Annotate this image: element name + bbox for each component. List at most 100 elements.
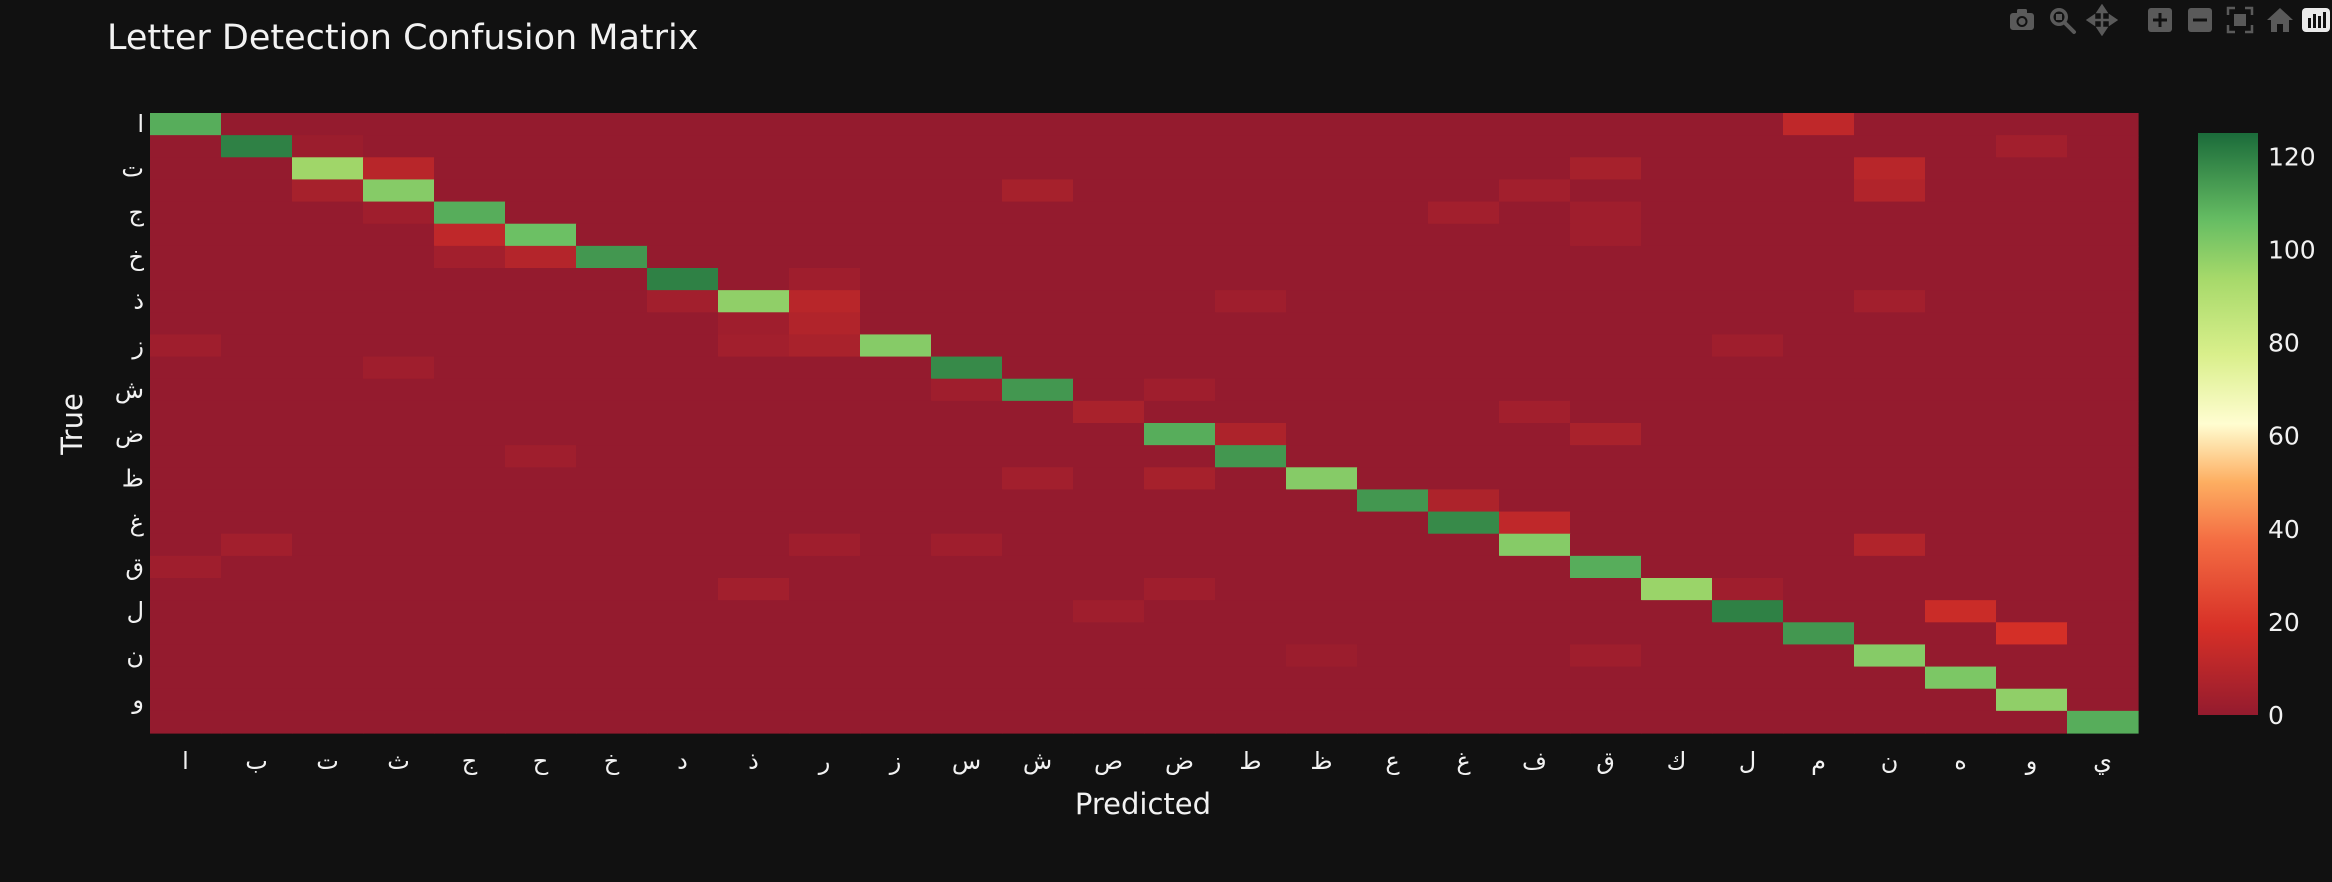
heatmap-cell[interactable] [1570, 489, 1642, 513]
heatmap-cell[interactable] [363, 467, 435, 491]
heatmap-cell[interactable] [1570, 688, 1642, 712]
heatmap-cell[interactable] [1073, 710, 1145, 734]
heatmap-cell[interactable] [1925, 511, 1997, 535]
heatmap-cell[interactable] [931, 268, 1003, 291]
heatmap-cell[interactable] [1996, 600, 2068, 623]
heatmap-cell[interactable] [860, 489, 932, 513]
heatmap-cell[interactable] [718, 555, 790, 579]
heatmap-cell[interactable] [1428, 600, 1500, 623]
heatmap-cell[interactable] [1996, 511, 2068, 535]
heatmap-cell[interactable] [1357, 312, 1429, 336]
heatmap-cell[interactable] [1144, 400, 1216, 424]
heatmap-cell[interactable] [150, 445, 222, 468]
heatmap-cell[interactable] [505, 334, 577, 358]
heatmap-cell[interactable] [1357, 688, 1429, 712]
heatmap-cell[interactable] [718, 622, 790, 646]
heatmap-cell[interactable] [1286, 356, 1358, 380]
heatmap-cell[interactable] [718, 356, 790, 380]
heatmap-cell[interactable] [647, 533, 719, 557]
heatmap-cell[interactable] [2067, 113, 2139, 136]
heatmap-cell[interactable] [860, 400, 932, 424]
heatmap-cell[interactable] [1712, 423, 1784, 446]
heatmap-cell[interactable] [1286, 179, 1358, 203]
heatmap-cell[interactable] [1215, 467, 1287, 491]
heatmap-cell[interactable] [1570, 644, 1642, 668]
heatmap-cell[interactable] [789, 179, 861, 203]
heatmap-cell[interactable] [1996, 268, 2068, 291]
heatmap-cell[interactable] [1428, 312, 1500, 336]
heatmap-cell[interactable] [576, 179, 648, 203]
heatmap-cell[interactable] [860, 622, 932, 646]
heatmap-cell[interactable] [931, 245, 1003, 269]
heatmap-cell[interactable] [1002, 312, 1074, 336]
heatmap-cell[interactable] [1712, 157, 1784, 181]
heatmap-cell[interactable] [2067, 356, 2139, 380]
heatmap-cell[interactable] [1925, 533, 1997, 557]
heatmap-cell[interactable] [718, 157, 790, 181]
heatmap-cell[interactable] [718, 290, 790, 313]
heatmap-cell[interactable] [931, 467, 1003, 491]
heatmap-cell[interactable] [1570, 600, 1642, 623]
heatmap-cell[interactable] [505, 666, 577, 690]
heatmap-cell[interactable] [789, 223, 861, 247]
heatmap-cell[interactable] [505, 533, 577, 557]
heatmap-cell[interactable] [576, 622, 648, 646]
heatmap-cell[interactable] [1925, 489, 1997, 513]
heatmap-cell[interactable] [1570, 223, 1642, 247]
heatmap-cell[interactable] [1570, 157, 1642, 181]
heatmap-cell[interactable] [718, 378, 790, 402]
heatmap-cell[interactable] [150, 710, 222, 734]
heatmap-cell[interactable] [647, 710, 719, 734]
heatmap-cell[interactable] [1357, 223, 1429, 247]
heatmap-cell[interactable] [1996, 644, 2068, 668]
heatmap-cell[interactable] [1073, 511, 1145, 535]
heatmap-cell[interactable] [1783, 555, 1855, 579]
heatmap-cell[interactable] [647, 356, 719, 380]
heatmap-cell[interactable] [505, 578, 577, 601]
heatmap-cell[interactable] [1783, 666, 1855, 690]
heatmap-cell[interactable] [789, 489, 861, 513]
heatmap-cell[interactable] [363, 489, 435, 513]
heatmap-cell[interactable] [1996, 113, 2068, 136]
heatmap-cell[interactable] [1286, 622, 1358, 646]
heatmap-cell[interactable] [647, 201, 719, 225]
heatmap-cell[interactable] [1854, 533, 1926, 557]
heatmap-cell[interactable] [1570, 378, 1642, 402]
heatmap-cell[interactable] [1002, 179, 1074, 203]
heatmap-cell[interactable] [292, 157, 364, 181]
heatmap-cell[interactable] [1357, 533, 1429, 557]
heatmap-cell[interactable] [1996, 666, 2068, 690]
heatmap-cell[interactable] [1002, 489, 1074, 513]
heatmap-cell[interactable] [1570, 578, 1642, 601]
heatmap-cell[interactable] [221, 113, 293, 136]
heatmap-cell[interactable] [1499, 334, 1571, 358]
heatmap-cell[interactable] [1854, 135, 1926, 158]
heatmap-cell[interactable] [931, 312, 1003, 336]
heatmap-cell[interactable] [1783, 157, 1855, 181]
heatmap-cell[interactable] [789, 666, 861, 690]
heatmap-cell[interactable] [1002, 578, 1074, 601]
heatmap-cell[interactable] [505, 378, 577, 402]
heatmap-cell[interactable] [505, 511, 577, 535]
heatmap-cell[interactable] [789, 644, 861, 668]
heatmap-cell[interactable] [434, 312, 506, 336]
heatmap-cell[interactable] [647, 445, 719, 468]
heatmap-cell[interactable] [1144, 179, 1216, 203]
heatmap-cell[interactable] [221, 157, 293, 181]
heatmap-cell[interactable] [647, 622, 719, 646]
heatmap-cell[interactable] [931, 644, 1003, 668]
heatmap-cell[interactable] [576, 113, 648, 136]
heatmap-cell[interactable] [1428, 511, 1500, 535]
heatmap-cell[interactable] [1712, 245, 1784, 269]
heatmap-cell[interactable] [1783, 710, 1855, 734]
heatmap-cell[interactable] [789, 445, 861, 468]
heatmap-cell[interactable] [221, 445, 293, 468]
heatmap-cell[interactable] [292, 622, 364, 646]
heatmap-cell[interactable] [1570, 312, 1642, 336]
heatmap-cell[interactable] [1925, 135, 1997, 158]
heatmap-cell[interactable] [1996, 135, 2068, 158]
heatmap-cell[interactable] [1428, 356, 1500, 380]
heatmap-cell[interactable] [505, 157, 577, 181]
heatmap-cell[interactable] [150, 644, 222, 668]
heatmap-cell[interactable] [2067, 644, 2139, 668]
